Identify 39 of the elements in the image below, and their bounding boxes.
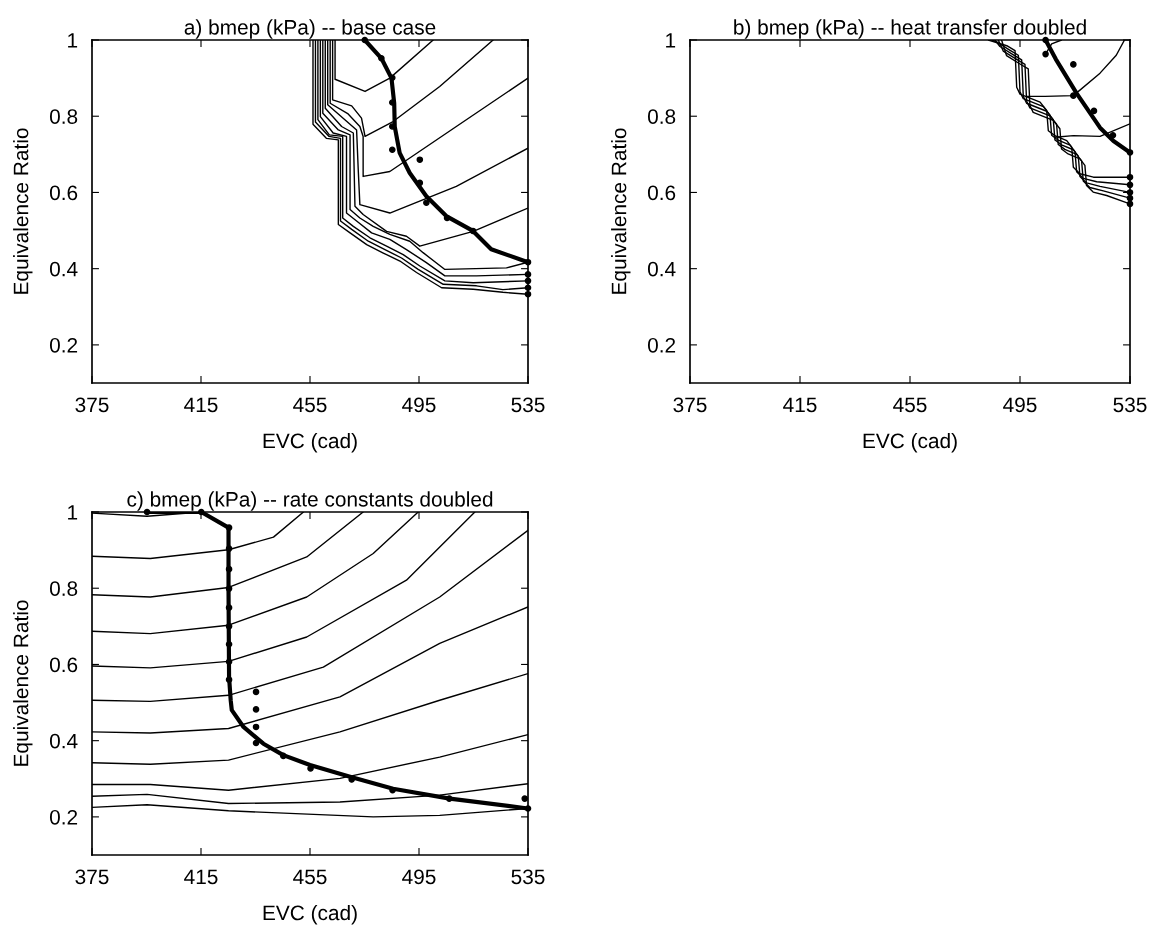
y-axis-title: Equivalence Ratio: [13, 128, 33, 294]
y-tick-label: 1: [666, 33, 676, 48]
chart-title: c) bmep (kPa) -- rate constants doubled: [127, 491, 493, 511]
y-tick-label: 0.8: [49, 109, 78, 124]
x-axis-title: EVC (cad): [263, 432, 357, 453]
x-tick-label: 415: [783, 397, 817, 413]
y-axis-title: Equivalence Ratio: [611, 128, 631, 294]
x-tick-label: 455: [893, 397, 927, 413]
y-tick-label: 0.8: [49, 581, 78, 596]
x-tick-label: 535: [511, 397, 545, 413]
y-tick-label: 0.8: [647, 109, 676, 124]
y-tick-label: 0.2: [49, 809, 78, 825]
x-tick-label: 535: [1113, 397, 1147, 413]
x-axis-title: EVC (cad): [263, 904, 357, 925]
y-tick-label: 1: [68, 33, 78, 48]
y-tick-label: 1: [68, 505, 78, 520]
y-tick-label: 0.6: [647, 185, 676, 201]
x-tick-label: 495: [1003, 397, 1037, 413]
y-tick-label: 0.6: [49, 185, 78, 201]
x-tick-label: 495: [402, 869, 436, 885]
x-tick-label: 415: [184, 869, 218, 885]
y-tick-label: 0.2: [49, 337, 78, 353]
x-tick-label: 535: [511, 869, 545, 885]
x-tick-label: 375: [75, 869, 109, 885]
y-tick-label: 0.2: [647, 337, 676, 353]
x-tick-label: 375: [673, 397, 707, 413]
x-tick-label: 455: [293, 397, 327, 413]
y-tick-label: 0.6: [49, 657, 78, 673]
x-tick-label: 375: [75, 397, 109, 413]
y-tick-label: 0.4: [49, 261, 78, 277]
x-tick-label: 455: [293, 869, 327, 885]
chart-title: b) bmep (kPa) -- heat transfer doubled: [734, 19, 1086, 39]
y-tick-label: 0.4: [647, 261, 676, 277]
x-axis-title: EVC (cad): [863, 432, 957, 453]
y-tick-label: 0.4: [49, 733, 78, 749]
x-tick-label: 415: [184, 397, 218, 413]
x-tick-label: 495: [402, 397, 436, 413]
y-axis-title: Equivalence Ratio: [13, 600, 33, 766]
chart-title: a) bmep (kPa) -- base case: [184, 19, 436, 39]
